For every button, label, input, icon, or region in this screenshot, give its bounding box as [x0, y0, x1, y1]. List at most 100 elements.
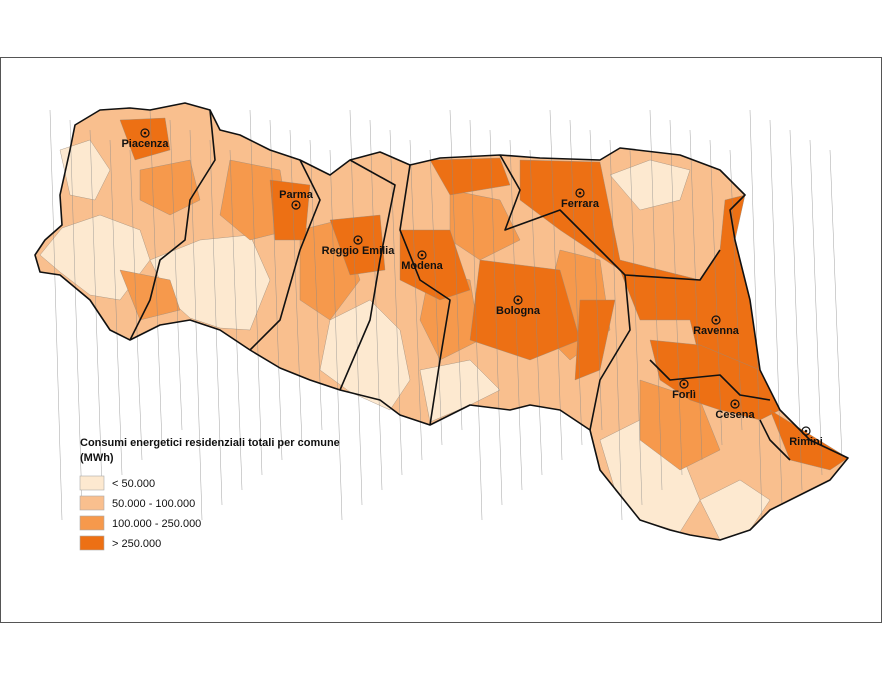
legend-swatch	[79, 515, 105, 531]
city-marker	[291, 200, 301, 210]
city-marker	[417, 250, 427, 260]
city-label: Parma	[279, 189, 314, 201]
municipality-line	[369, 119, 383, 491]
city-label: Ferrara	[561, 198, 600, 210]
city-marker	[353, 235, 363, 245]
province-border	[339, 159, 396, 391]
city-dot	[733, 402, 737, 406]
municipality-line	[609, 139, 623, 521]
municipality-patch	[399, 229, 471, 301]
municipality-line	[809, 139, 823, 476]
province-border	[499, 154, 721, 281]
legend-label: > 250.000	[112, 538, 161, 550]
municipality-patch	[469, 259, 581, 361]
municipality-line	[449, 109, 463, 431]
municipality-line	[409, 139, 423, 461]
municipality-line	[689, 129, 703, 461]
legend-swatch	[79, 475, 105, 491]
municipality-line	[329, 149, 343, 521]
municipality-line	[269, 119, 283, 461]
municipality-line	[389, 129, 403, 476]
municipality-line	[309, 139, 323, 431]
city-dot	[578, 191, 582, 195]
municipality-line	[709, 139, 723, 446]
province-border	[589, 274, 631, 431]
municipality-patch	[574, 299, 616, 381]
municipality-line	[769, 119, 783, 506]
municipality-line	[669, 119, 683, 476]
city-labels: Piacenza Parma Reggio Emilia Modena Bologna F…	[121, 128, 823, 448]
region-map	[34, 102, 849, 541]
city-label: Rimini	[789, 436, 823, 448]
municipality-line	[349, 109, 363, 506]
city-marker	[679, 379, 689, 389]
municipality-patch	[419, 359, 501, 423]
municipality-line	[629, 149, 643, 506]
city-marker	[801, 426, 811, 436]
municipality-line	[169, 119, 183, 431]
city-label: Bologna	[496, 305, 541, 317]
municipality-line	[489, 129, 503, 506]
legend-title: (MWh)	[80, 452, 114, 464]
municipality-line	[469, 119, 483, 521]
municipality-line	[549, 109, 563, 461]
city-label: Modena	[401, 260, 443, 272]
province-border	[649, 359, 771, 401]
city-dot	[516, 298, 520, 302]
legend-label: 100.000 - 250.000	[112, 518, 201, 530]
municipality-line	[209, 139, 223, 506]
city-dot	[420, 253, 424, 257]
legend-swatch	[79, 535, 105, 551]
city-dot	[714, 318, 718, 322]
legend-label: < 50.000	[112, 478, 155, 490]
municipality-line	[509, 139, 523, 491]
municipality-patch	[59, 139, 111, 201]
city-marker	[513, 295, 523, 305]
city-marker	[140, 128, 150, 138]
municipality-line	[749, 109, 763, 521]
city-dot	[143, 131, 147, 135]
region-outline	[34, 102, 849, 541]
province-border	[249, 159, 321, 351]
legend-title: Consumi energetici residenziali totali p…	[80, 437, 340, 449]
municipality-patch	[699, 479, 771, 541]
city-dot	[804, 429, 808, 433]
municipality-line	[429, 149, 443, 446]
municipality-line	[249, 109, 263, 476]
legend: Consumi energetici residenziali totali p…	[79, 437, 340, 551]
municipality-line	[69, 119, 83, 506]
municipality-line	[649, 109, 663, 491]
municipality-patch	[329, 214, 386, 276]
city-label: Reggio Emilia	[322, 245, 396, 257]
municipality-line	[229, 149, 243, 491]
municipality-patch	[429, 157, 511, 196]
city-marker	[575, 188, 585, 198]
city-label: Piacenza	[121, 138, 169, 150]
municipality-line	[109, 139, 123, 476]
province-border	[129, 109, 216, 341]
municipality-patch	[139, 159, 201, 216]
municipality-patch	[119, 117, 171, 161]
province-border	[759, 419, 791, 461]
municipality-line	[129, 149, 143, 461]
municipality-line	[49, 109, 63, 521]
municipality-line	[289, 129, 303, 446]
city-marker	[711, 315, 721, 325]
city-label: Cesena	[715, 409, 755, 421]
legend-label: 50.000 - 100.000	[112, 498, 195, 510]
municipality-line	[529, 149, 543, 476]
city-dot	[294, 203, 298, 207]
province-border	[399, 164, 451, 426]
legend-swatch	[79, 495, 105, 511]
city-label: Forlì	[672, 389, 696, 401]
city-marker	[730, 399, 740, 409]
city-dot	[682, 382, 686, 386]
municipality-line	[569, 119, 583, 446]
city-label: Ravenna	[693, 325, 740, 337]
municipality-line	[829, 149, 843, 461]
municipality-line	[189, 129, 203, 521]
municipality-line	[729, 149, 743, 431]
city-dot	[356, 238, 360, 242]
municipality-patch	[609, 159, 691, 211]
